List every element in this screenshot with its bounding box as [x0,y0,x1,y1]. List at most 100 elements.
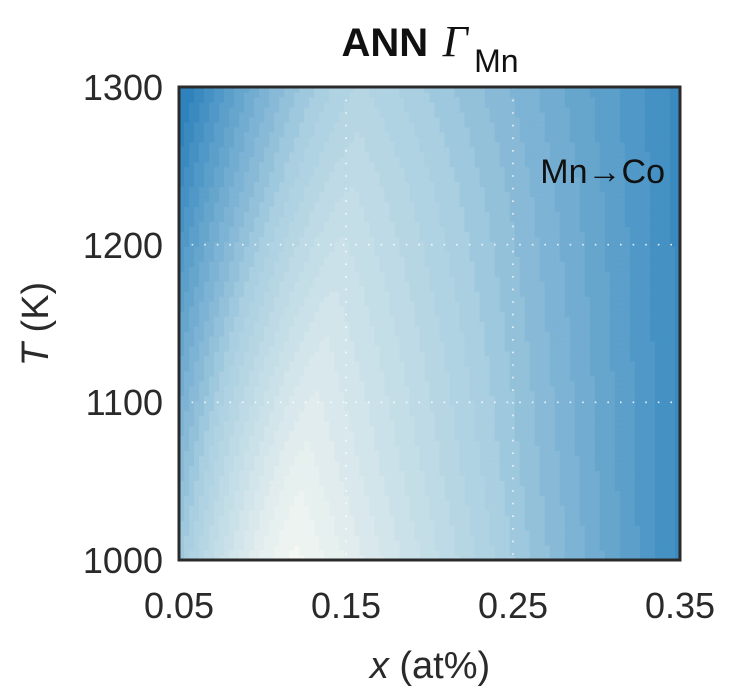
heatmap-cell [574,410,581,417]
heatmap-cell [379,535,386,541]
heatmap-cell [414,500,421,506]
heatmap-cell [599,525,606,531]
heatmap-cell [574,475,581,481]
heatmap-cell [519,450,526,457]
heatmap-cell [184,430,190,437]
heatmap-cell [229,435,235,442]
heatmap-cell [479,350,486,357]
heatmap-cell [544,350,551,357]
heatmap-cell [449,455,456,462]
heatmap-cell [599,515,606,521]
heatmap-cell [594,495,601,501]
heatmap-cell [459,555,466,560]
heatmap-cell [354,410,360,417]
heatmap-cell [514,440,521,447]
heatmap-cell [264,440,270,447]
heatmap-cell [609,385,616,392]
heatmap-cell [499,420,506,427]
heatmap-cell [454,311,461,317]
heatmap-cell [369,316,375,322]
heatmap-cell [199,335,205,342]
heatmap-cell [479,400,486,407]
heatmap-cell [409,340,416,347]
heatmap-cell [389,360,396,367]
heatmap-cell [624,410,631,417]
heatmap-cell [479,545,486,551]
heatmap-cell [589,465,596,471]
heatmap-cell [219,410,225,417]
heatmap-cell [594,420,601,427]
heatmap-cell [474,555,481,560]
heatmap-cell [349,365,355,372]
heatmap-cell [564,435,571,442]
heatmap-cell [639,490,646,496]
heatmap-cell [649,480,656,486]
heatmap-cell [634,311,641,317]
heatmap-cell [369,390,375,397]
heatmap-cell [309,375,315,382]
heatmap-cell [224,510,230,516]
heatmap-cell [304,375,310,382]
heatmap-cell [339,500,345,506]
heatmap-cell [579,495,586,501]
heatmap-cell [274,350,280,357]
heatmap-cell [419,475,426,481]
heatmap-cell [229,325,235,332]
heatmap-cell [449,330,456,337]
heatmap-cell [309,470,315,476]
heatmap-cell [254,355,260,362]
heatmap-cell [354,340,360,347]
heatmap-cell [199,440,205,447]
heatmap-cell [429,540,436,546]
heatmap-cell [199,475,205,481]
heatmap-cell [464,475,471,481]
heatmap-cell [499,510,506,516]
heatmap-cell [349,420,355,427]
heatmap-cell [459,321,466,327]
heatmap-cell [214,515,220,521]
heatmap-cell [424,470,431,476]
heatmap-cell [514,330,521,337]
heatmap-cell [444,540,451,546]
heatmap-cell [614,490,621,496]
heatmap-cell [539,385,546,392]
heatmap-cell [329,390,335,397]
heatmap-cell [224,360,230,367]
heatmap-cell [349,425,355,432]
heatmap-cell [654,400,661,407]
heatmap-cell [479,480,486,486]
heatmap-cell [404,311,411,317]
heatmap-cell [244,470,250,476]
heatmap-cell [459,545,466,551]
heatmap-cell [424,505,431,511]
heatmap-cell [269,435,275,442]
heatmap-cell [374,450,380,457]
heatmap-cell [439,455,446,462]
heatmap-cell [549,420,556,427]
heatmap-cell [339,380,345,387]
heatmap-cell [539,355,546,362]
heatmap-cell [179,316,185,322]
heatmap-cell [584,375,591,382]
heatmap-cell [444,420,451,427]
heatmap-cell [349,415,355,422]
heatmap-cell [219,525,225,531]
heatmap-cell [244,460,250,466]
heatmap-cell [599,330,606,337]
heatmap-cell [579,360,586,367]
heatmap-cell [634,525,641,531]
heatmap-cell [599,311,606,317]
heatmap-cell [254,550,260,556]
heatmap-cell [284,311,290,317]
heatmap-cell [659,465,666,471]
heatmap-cell [214,325,220,332]
heatmap-cell [614,520,621,526]
heatmap-cell [249,460,255,466]
heatmap-cell [339,330,345,337]
heatmap-cell [484,360,491,367]
heatmap-cell [659,395,666,402]
heatmap-cell [564,316,571,322]
heatmap-cell [629,395,636,402]
heatmap-cell [639,500,646,506]
heatmap-cell [434,510,441,516]
